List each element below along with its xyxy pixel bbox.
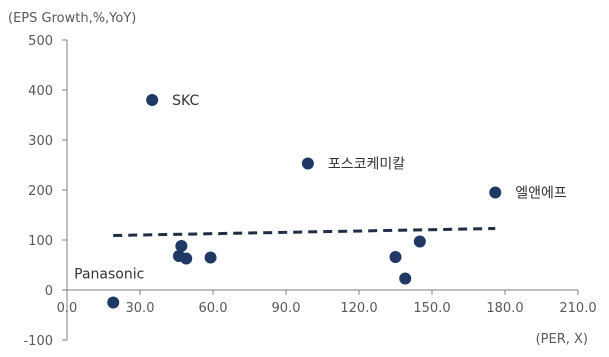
trendline-layer [113, 227, 496, 237]
x-tick-label: 30.0 [126, 301, 155, 316]
x-tick-label: 120.0 [340, 301, 377, 316]
data-point [107, 296, 120, 309]
y-tick-label: -100 [23, 334, 53, 349]
data-point-label: 엘앤에프 [515, 186, 567, 202]
y-tick-label: 100 [28, 234, 53, 249]
x-tick-label: 90.0 [272, 301, 301, 316]
trendline [113, 227, 496, 237]
data-point-label: Panasonic [74, 267, 144, 283]
y-tick-label: 0 [45, 284, 53, 299]
data-point [146, 94, 159, 106]
y-tick-label: 300 [28, 134, 53, 149]
data-point-label: SKC [172, 93, 199, 109]
data-point [389, 251, 402, 263]
data-point [399, 272, 412, 285]
y-axis-label: (EPS Growth,%,YoY) [8, 11, 136, 26]
x-tick-label: 150.0 [413, 301, 450, 316]
y-tick-label: 500 [28, 34, 53, 49]
x-tick-label: 60.0 [199, 301, 228, 316]
y-tick-label: 200 [28, 184, 53, 199]
data-point-label: 포스코케미칼 [328, 157, 405, 173]
x-tick-label: 0.0 [57, 301, 78, 316]
axes: -100 0 100 200 300 400 500 0.0 30.0 60.0 90.0 120.0… [23, 34, 596, 349]
data-point [180, 252, 193, 265]
data-point [301, 157, 314, 170]
data-point [175, 240, 188, 252]
x-axis-label: (PER, X) [536, 332, 588, 347]
x-tick-label: 180.0 [486, 301, 523, 316]
x-tick-label: 210.0 [559, 301, 596, 316]
data-point [413, 235, 426, 248]
y-tick-label: 400 [28, 84, 53, 99]
data-point [204, 251, 217, 264]
data-point [489, 186, 502, 199]
